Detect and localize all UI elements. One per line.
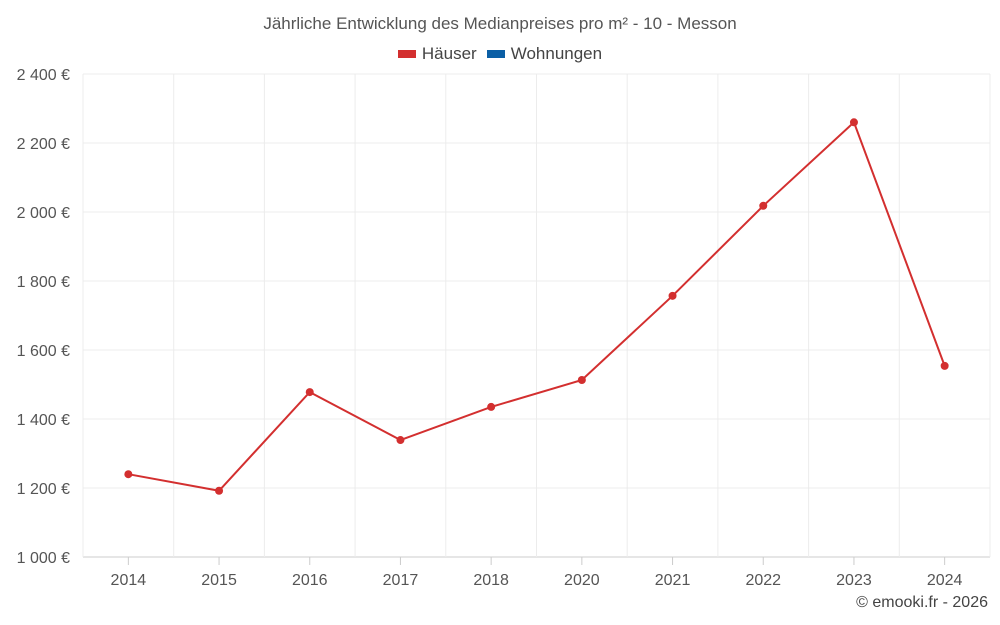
data-point bbox=[668, 291, 677, 300]
data-point bbox=[759, 201, 768, 210]
y-tick-label: 1 800 € bbox=[17, 274, 70, 291]
x-tick-label: 2023 bbox=[836, 572, 872, 589]
data-point bbox=[305, 388, 314, 397]
legend-swatch-haeuser bbox=[397, 50, 416, 58]
legend-label-wohnungen: Wohnungen bbox=[510, 44, 603, 63]
y-tick-label: 1 000 € bbox=[17, 550, 70, 567]
legend-item-wohnungen[interactable]: Wohnungen bbox=[486, 44, 603, 64]
data-point bbox=[215, 486, 224, 495]
x-tick-label: 2015 bbox=[201, 572, 237, 589]
data-point bbox=[124, 470, 133, 479]
y-tick-label: 2 400 € bbox=[17, 67, 70, 84]
x-tick-label: 2016 bbox=[292, 572, 328, 589]
x-tick-label: 2020 bbox=[564, 572, 600, 589]
y-tick-label: 2 200 € bbox=[17, 136, 70, 153]
x-tick-label: 2024 bbox=[927, 572, 963, 589]
data-point bbox=[940, 361, 949, 370]
y-tick-label: 2 000 € bbox=[17, 205, 70, 222]
data-point bbox=[487, 402, 496, 411]
credit-text: © emooki.fr - 2026 bbox=[856, 594, 988, 611]
legend-item-haeuser[interactable]: Häuser bbox=[397, 44, 477, 64]
chart-title: Jährliche Entwicklung des Medianpreises … bbox=[263, 14, 737, 33]
x-tick-label: 2014 bbox=[111, 572, 147, 589]
x-tick-label: 2018 bbox=[473, 572, 509, 589]
y-tick-label: 1 600 € bbox=[17, 343, 70, 360]
legend-label-haeuser: Häuser bbox=[421, 44, 477, 63]
x-tick-label: 2021 bbox=[655, 572, 691, 589]
y-tick-label: 1 200 € bbox=[17, 481, 70, 498]
x-tick-label: 2017 bbox=[383, 572, 419, 589]
legend-swatch-wohnungen bbox=[486, 50, 505, 58]
y-tick-label: 1 400 € bbox=[17, 412, 70, 429]
chart-legend: Häuser Wohnungen bbox=[0, 44, 1000, 64]
data-point bbox=[849, 118, 858, 127]
series-line bbox=[128, 120, 946, 492]
x-tick-label: 2022 bbox=[745, 572, 781, 589]
data-point bbox=[577, 376, 586, 385]
data-point bbox=[396, 436, 405, 445]
